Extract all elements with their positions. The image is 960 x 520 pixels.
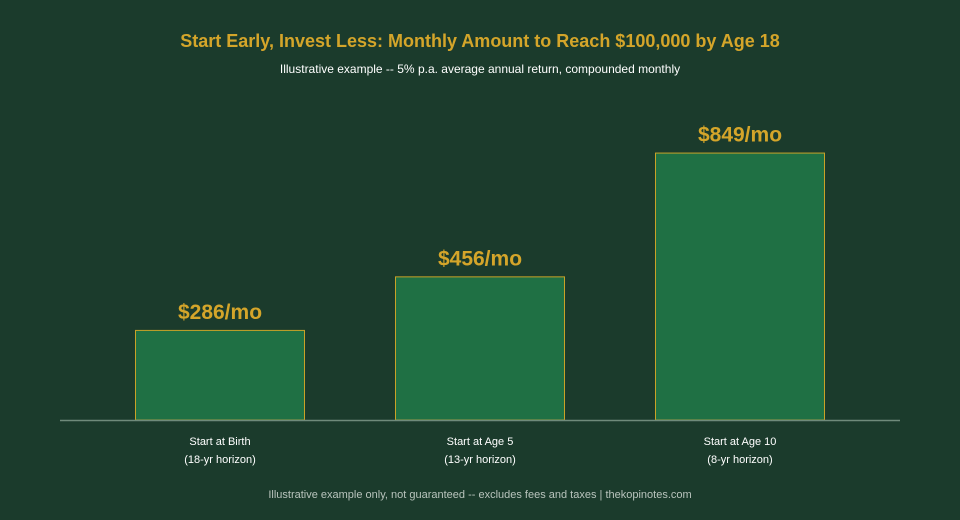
- x-tick-sublabel: (18-yr horizon): [184, 454, 256, 466]
- x-tick-sublabel: (8-yr horizon): [707, 454, 772, 466]
- labels-group: $286/mo Start at Birth (18-yr horizon) $456…: [178, 124, 782, 466]
- bar-value-label: $456/mo: [438, 247, 522, 270]
- x-tick-label: Start at Birth: [189, 436, 250, 448]
- bar-value-label: $286/mo: [178, 301, 262, 324]
- chart-title: Start Early, Invest Less: Monthly Amount…: [180, 31, 780, 51]
- bar: [395, 276, 565, 421]
- x-tick-label: Start at Age 5: [447, 436, 514, 448]
- chart-footer: Illustrative example only, not guarantee…: [268, 489, 691, 501]
- x-tick-label: Start at Age 10: [704, 436, 777, 448]
- bar-value-label: $849/mo: [698, 124, 782, 147]
- bar: [655, 152, 825, 421]
- x-tick-sublabel: (13-yr horizon): [444, 454, 516, 466]
- bars-group: [135, 152, 825, 421]
- bar: [135, 329, 305, 421]
- chart-subtitle: Illustrative example -- 5% p.a. average …: [280, 62, 680, 76]
